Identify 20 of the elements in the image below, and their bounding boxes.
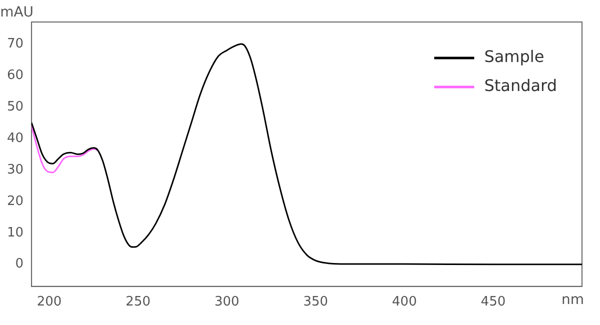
x-axis-title: nm bbox=[561, 292, 584, 308]
x-tick-label: 250 bbox=[126, 294, 150, 310]
y-tick-label: 70 bbox=[6, 36, 24, 52]
y-tick-label: 20 bbox=[6, 194, 24, 209]
legend-label: Sample bbox=[484, 47, 544, 66]
legend-label: Standard bbox=[484, 76, 558, 96]
y-tick-label: 30 bbox=[6, 162, 24, 178]
x-tick-label: 350 bbox=[303, 294, 328, 310]
y-tick-label: 60 bbox=[6, 68, 24, 83]
y-tick-label: 0 bbox=[15, 256, 24, 272]
line-series bbox=[32, 43, 582, 266]
x-tick-label: 200 bbox=[36, 294, 62, 310]
x-tick-label: 450 bbox=[480, 294, 506, 310]
x-tick-label: 400 bbox=[392, 294, 417, 310]
y-tick-label: 50 bbox=[6, 99, 24, 114]
x-tick-label: 300 bbox=[214, 294, 240, 310]
line-series bbox=[32, 125, 98, 174]
y-tick-label: 10 bbox=[6, 225, 24, 240]
y-axis-title: mAU bbox=[0, 4, 34, 21]
y-tick-label: 40 bbox=[6, 130, 24, 146]
